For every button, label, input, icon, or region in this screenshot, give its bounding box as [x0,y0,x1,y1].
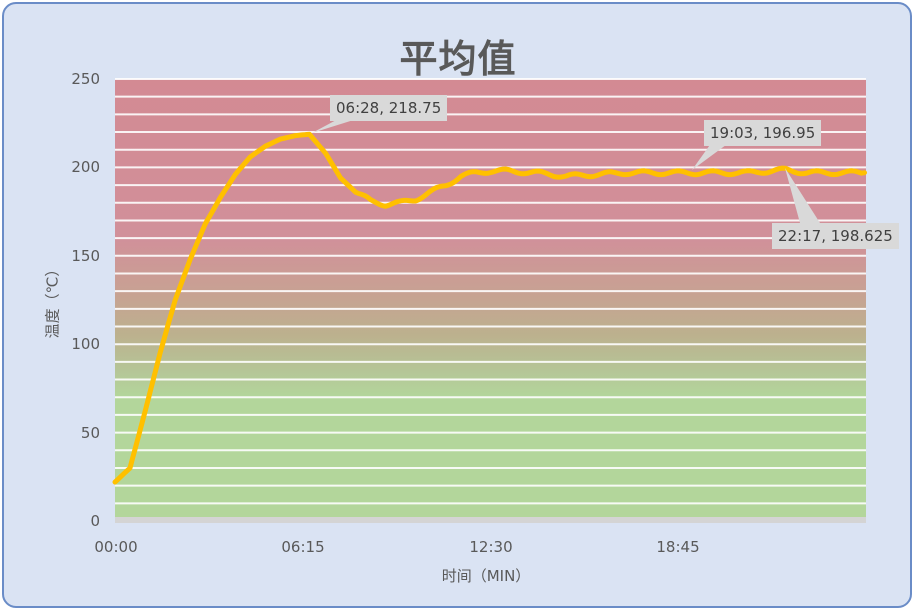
y-tick-50: 50 [80,424,100,442]
callout-2217: 22:17, 198.625 [772,223,899,249]
chart-title: 平均值 [399,37,517,81]
x-tick-1230: 12:30 [469,538,513,556]
y-tick-200: 200 [71,158,100,176]
y-axis-label: 温度（℃） [43,261,62,339]
y-tick-250: 250 [71,70,100,88]
y-tick-0: 0 [90,512,100,530]
y-tick-150: 150 [71,247,100,265]
callout-tail-3 [785,168,820,223]
x-tick-1845: 18:45 [656,538,700,556]
callout-tail-1 [312,118,360,133]
plot-background [115,79,866,517]
x-axis-label: 时间（MIN） [441,567,531,585]
callout-tail-2 [692,142,730,170]
gridlines [115,78,866,505]
callout-peak: 06:28, 218.75 [330,95,448,121]
x-tick-0615: 06:15 [281,538,325,556]
x-tick-0000: 00:00 [94,538,138,556]
y-tick-100: 100 [71,335,100,353]
callout-1903: 19:03, 196.95 [704,120,822,146]
series-line-average [112,131,867,485]
